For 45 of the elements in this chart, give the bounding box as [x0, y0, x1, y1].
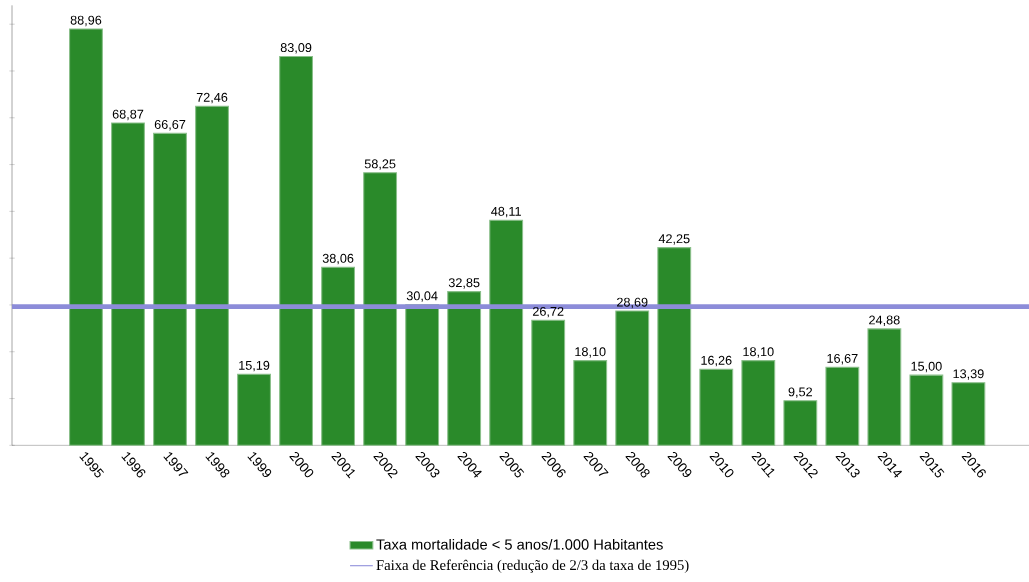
- data-label: 66,67: [154, 119, 186, 131]
- bar: [909, 374, 944, 446]
- data-label: 18,10: [575, 347, 606, 358]
- bar: [741, 360, 776, 446]
- data-label: 83,09: [280, 43, 312, 54]
- data-label: 9,52: [788, 387, 813, 398]
- bar: [699, 368, 734, 446]
- bar: [195, 105, 229, 446]
- data-label: 30,04: [406, 291, 438, 302]
- bar: [363, 172, 398, 446]
- bar: [321, 266, 356, 446]
- bar: [279, 55, 313, 446]
- data-label: 32,85: [448, 278, 480, 289]
- bar: [825, 366, 860, 446]
- bar: [573, 360, 608, 446]
- data-label: 28,69: [617, 297, 648, 309]
- bar: [867, 328, 902, 446]
- data-label: 38,06: [322, 253, 354, 265]
- bar: [153, 132, 187, 446]
- data-label: 16,67: [827, 353, 858, 365]
- data-label: 24,88: [869, 315, 900, 326]
- bar: [111, 122, 145, 446]
- data-label: 68,87: [112, 109, 144, 121]
- legend-label: Faixa de Referência (redução de 2/3 da taxa de 1995): [376, 559, 689, 573]
- data-label: 18,10: [743, 347, 774, 358]
- bar: [69, 28, 103, 446]
- data-label: 15,19: [239, 360, 270, 372]
- data-label: 15,00: [911, 361, 942, 373]
- data-label: 48,11: [491, 206, 521, 218]
- bar: [783, 400, 818, 446]
- legend-label: Taxa mortalidade < 5 anos/1.000 Habitantes: [376, 538, 663, 550]
- data-label: 26,72: [532, 306, 564, 318]
- data-label: 16,26: [701, 355, 732, 367]
- data-label: 88,96: [70, 15, 102, 27]
- data-label: 72,46: [196, 92, 228, 104]
- bar: [951, 382, 986, 446]
- bar: [615, 310, 650, 446]
- bar: [447, 291, 482, 446]
- bar: [237, 373, 271, 446]
- data-label: 42,25: [658, 234, 690, 245]
- data-label: 13,39: [953, 369, 984, 380]
- data-label: 58,25: [364, 159, 396, 170]
- bar: [531, 319, 566, 446]
- bar: [657, 247, 692, 446]
- bar: [489, 219, 524, 446]
